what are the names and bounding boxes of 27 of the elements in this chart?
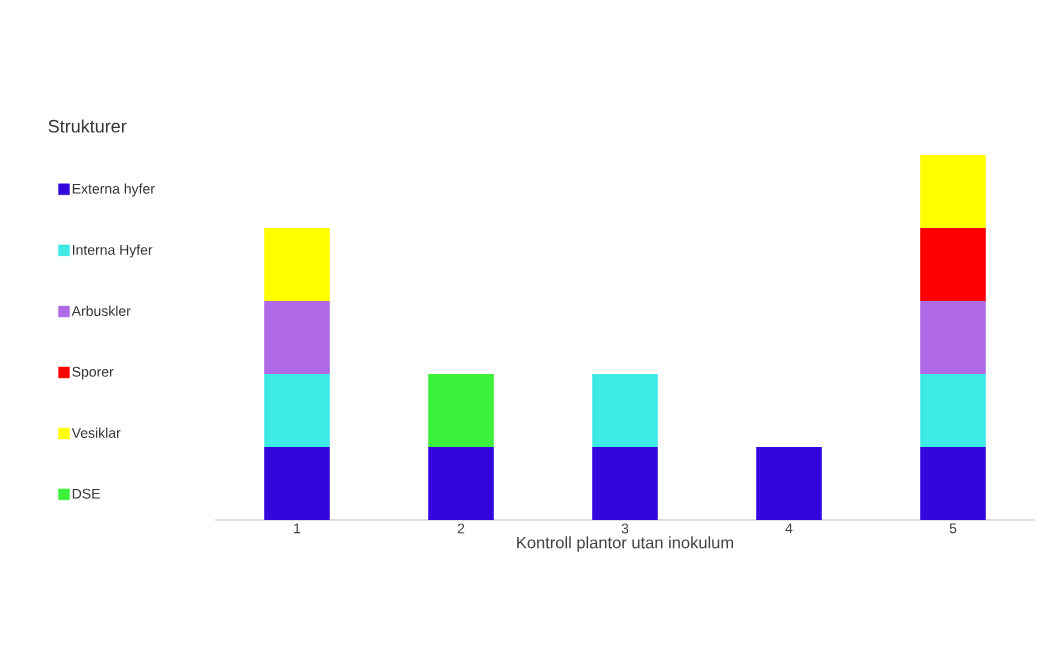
x-tick-label: 5 <box>949 523 957 534</box>
legend-label: Interna Hyfer <box>72 244 153 258</box>
legend-label: Arbuskler <box>71 305 131 316</box>
bar <box>592 373 658 447</box>
legend-label: DSE <box>72 488 100 499</box>
x-tick-label: 1 <box>294 523 301 534</box>
bar <box>920 446 986 520</box>
bar <box>264 300 330 374</box>
bar <box>920 373 986 447</box>
legend-label: Externa hyfer <box>72 183 155 197</box>
bar <box>264 373 330 447</box>
legend-label: Sporer <box>72 366 114 380</box>
bar <box>592 446 658 520</box>
x-tick-label: 3 <box>621 523 629 534</box>
x-tick-label: 2 <box>457 523 465 534</box>
bar <box>264 446 330 520</box>
bar <box>428 373 494 447</box>
x-axis-title: Kontroll plantor utan inokulum <box>517 536 734 552</box>
bar <box>920 154 986 228</box>
bar <box>428 446 494 520</box>
bar <box>756 446 822 520</box>
x-tick-label: 4 <box>785 523 793 534</box>
bar <box>264 227 330 301</box>
legend-title: Strukturer <box>48 119 127 133</box>
bar <box>920 300 986 374</box>
legend-label: Vesiklar <box>71 427 121 438</box>
bar <box>920 227 986 301</box>
